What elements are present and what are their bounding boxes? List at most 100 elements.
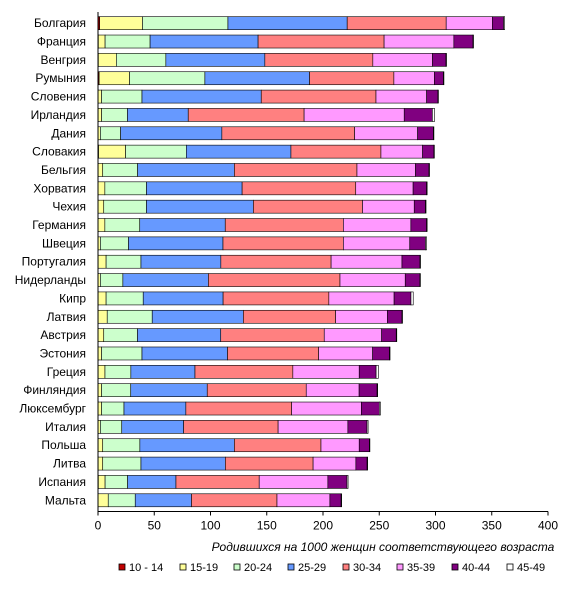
bar-segment bbox=[234, 438, 322, 453]
bar-segment bbox=[99, 16, 143, 30]
bar-segment bbox=[445, 53, 447, 67]
bar-segment bbox=[257, 34, 385, 49]
bar-segment bbox=[443, 71, 445, 86]
bar-segment bbox=[134, 493, 192, 508]
bar-segment bbox=[330, 254, 403, 269]
bar-segment bbox=[97, 309, 108, 324]
legend-label: 45-49 bbox=[517, 562, 545, 574]
bar-segment bbox=[329, 493, 342, 508]
bar-segment bbox=[347, 420, 368, 434]
legend-swatch bbox=[233, 563, 241, 571]
bar-segment bbox=[340, 493, 342, 508]
bar-segment bbox=[222, 236, 344, 251]
bar-segment bbox=[335, 309, 388, 324]
bar-segment bbox=[358, 438, 370, 453]
bar-segment bbox=[243, 309, 336, 324]
category-label: Дания bbox=[51, 126, 86, 140]
bar-segment bbox=[194, 365, 294, 379]
category-label: Польша bbox=[41, 438, 86, 452]
x-tick-label: 200 bbox=[313, 518, 333, 532]
bar-segment bbox=[453, 34, 474, 49]
bar-segment bbox=[98, 71, 130, 86]
bar-segment bbox=[97, 254, 107, 269]
category-label: Бельгия bbox=[41, 163, 86, 177]
bar-segment bbox=[227, 346, 319, 361]
bar-segment bbox=[97, 163, 104, 177]
bar-segment bbox=[346, 16, 447, 30]
bar-segment bbox=[258, 475, 329, 489]
bar-segment bbox=[121, 420, 184, 434]
bar-segment bbox=[432, 108, 435, 122]
bar-segment bbox=[225, 456, 314, 471]
bar-segment bbox=[362, 199, 415, 214]
bar-segment bbox=[107, 493, 136, 508]
legend: 10 - 14 15-19 20-24 25-29 30-34 35-39 40-44 45-… bbox=[118, 562, 545, 574]
bar-segment bbox=[123, 401, 187, 416]
bar-segment bbox=[339, 273, 406, 287]
bar-segment bbox=[97, 218, 106, 232]
bar-segment bbox=[422, 144, 435, 159]
bar-segment bbox=[358, 383, 378, 397]
legend-swatch bbox=[342, 563, 350, 571]
bar-segment bbox=[292, 365, 360, 379]
bar-segment bbox=[122, 273, 209, 287]
bar-segment bbox=[328, 291, 395, 306]
bar-segment bbox=[106, 309, 153, 324]
bar-segment bbox=[220, 328, 325, 342]
bar-segment bbox=[224, 218, 344, 232]
bar-segment bbox=[97, 89, 102, 104]
bar-segment bbox=[381, 328, 397, 342]
legend-swatch bbox=[118, 563, 126, 571]
bar-segment bbox=[426, 181, 428, 196]
bar-segment bbox=[140, 456, 226, 471]
legend-swatch bbox=[287, 563, 295, 571]
bar-segment bbox=[413, 199, 426, 214]
bar-segment bbox=[186, 144, 292, 159]
bar-segment bbox=[97, 346, 102, 361]
x-ticks: 0 50 100 150 200 250 300 350 400 bbox=[95, 511, 558, 532]
bar-segment bbox=[221, 126, 355, 141]
bar-segment bbox=[409, 236, 426, 251]
bar-segment bbox=[503, 16, 505, 30]
legend-label: 25-29 bbox=[298, 562, 326, 574]
bar-segment bbox=[120, 126, 223, 141]
bar-segment bbox=[425, 199, 427, 214]
bar-segment bbox=[320, 438, 360, 453]
category-label: Испания bbox=[38, 475, 86, 489]
bar-segment bbox=[128, 236, 224, 251]
bar-segment bbox=[104, 365, 132, 379]
bar-segment bbox=[104, 34, 151, 49]
category-label: Люксембург bbox=[19, 402, 86, 416]
bar-segment bbox=[141, 346, 228, 361]
category-label: Литва bbox=[53, 457, 86, 471]
legend-label: 20-24 bbox=[244, 562, 272, 574]
bar-segment bbox=[175, 475, 260, 489]
legend-label: 35-39 bbox=[407, 562, 435, 574]
bar-segment bbox=[445, 16, 493, 30]
category-label: Греция bbox=[47, 365, 86, 379]
bar-segment bbox=[383, 34, 455, 49]
bar-segment bbox=[393, 71, 435, 86]
bar-segment bbox=[151, 309, 244, 324]
bar-segment bbox=[354, 126, 418, 141]
x-tick-label: 250 bbox=[369, 518, 389, 532]
bar-segment bbox=[100, 126, 121, 141]
legend-label: 10 - 14 bbox=[129, 562, 163, 574]
bar-segment bbox=[140, 254, 222, 269]
bar-segment bbox=[206, 383, 307, 397]
x-tick-label: 400 bbox=[538, 518, 558, 532]
bar-segment bbox=[208, 273, 341, 287]
bar-segment bbox=[277, 420, 349, 434]
bar-segment bbox=[139, 438, 235, 453]
bar-segment bbox=[129, 71, 206, 86]
bar-segment bbox=[437, 89, 439, 104]
x-tick-label: 100 bbox=[200, 518, 220, 532]
bar-segment bbox=[419, 254, 421, 269]
bar-segment bbox=[104, 218, 141, 232]
category-label: Болгария bbox=[34, 16, 86, 30]
bar-segment bbox=[433, 144, 435, 159]
bar-segment bbox=[98, 475, 106, 489]
bar-segment bbox=[355, 181, 414, 196]
bar-segment bbox=[98, 34, 106, 49]
bar-segment bbox=[149, 34, 259, 49]
